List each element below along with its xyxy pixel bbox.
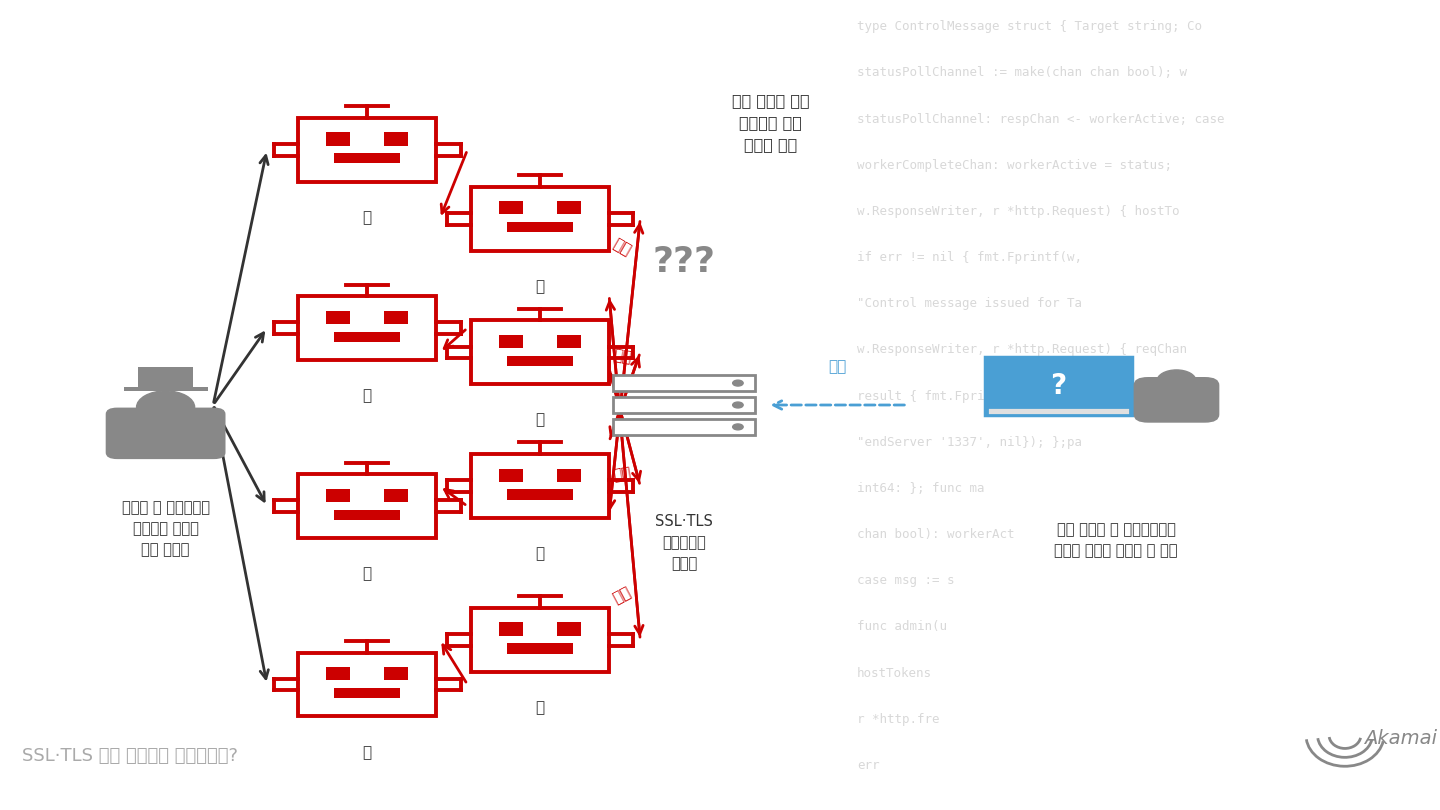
Circle shape [1156,370,1197,392]
FancyBboxPatch shape [557,622,580,636]
Text: err: err [857,759,880,772]
FancyBboxPatch shape [334,331,400,342]
FancyBboxPatch shape [298,296,436,360]
FancyBboxPatch shape [613,397,755,413]
Text: SSL·TLS
핸드세이크
레이어: SSL·TLS 핸드세이크 레이어 [655,514,713,571]
FancyBboxPatch shape [500,335,523,348]
FancyBboxPatch shape [334,153,400,164]
FancyBboxPatch shape [105,407,226,459]
FancyBboxPatch shape [384,310,408,324]
FancyBboxPatch shape [613,375,755,391]
Text: int64: }; func ma: int64: }; func ma [857,482,985,495]
Text: "Control message issued for Ta: "Control message issued for Ta [857,297,1081,310]
Text: 봇: 봇 [536,700,544,715]
FancyBboxPatch shape [138,368,193,387]
Text: 봇: 봇 [363,210,372,225]
Text: 정상 사용자 및 클라이언트가
압도된 서버와 통신할 수 없음: 정상 사용자 및 클라이언트가 압도된 서버와 통신할 수 없음 [1054,522,1178,558]
FancyBboxPatch shape [507,356,573,366]
FancyBboxPatch shape [988,407,1130,415]
Text: w.ResponseWriter, r *http.Request) { reqChan: w.ResponseWriter, r *http.Request) { req… [857,343,1187,356]
Text: 요청: 요청 [612,465,632,483]
FancyBboxPatch shape [334,688,400,698]
Text: 요청: 요청 [611,585,634,606]
FancyBboxPatch shape [471,187,609,250]
Circle shape [733,380,743,386]
Text: case msg := s: case msg := s [857,574,955,587]
FancyBboxPatch shape [507,222,573,232]
Text: 봇: 봇 [363,744,372,760]
Text: func admin(u: func admin(u [857,620,948,633]
Text: 봇: 봇 [363,566,372,582]
Circle shape [733,402,743,408]
Text: statusPollChannel := make(chan chan bool); w: statusPollChannel := make(chan chan bool… [857,66,1187,79]
Circle shape [733,424,743,430]
Text: r *http.fre: r *http.fre [857,713,939,726]
FancyBboxPatch shape [1133,377,1220,423]
FancyBboxPatch shape [471,608,609,671]
Text: 봇이 엄청난 양의
트래픽을 표적
서버로 전송: 봇이 엄청난 양의 트래픽을 표적 서버로 전송 [732,93,809,152]
FancyBboxPatch shape [327,310,350,324]
FancyBboxPatch shape [124,387,207,391]
Text: result { fmt.Fprintf(w, "ACTIVE": result { fmt.Fprintf(w, "ACTIVE" [857,390,1097,403]
Text: workerCompleteChan: workerActive = status;: workerCompleteChan: workerActive = statu… [857,159,1172,172]
Text: chan bool): workerAct: chan bool): workerAct [857,528,1014,541]
FancyBboxPatch shape [507,489,573,500]
FancyBboxPatch shape [327,667,350,680]
FancyBboxPatch shape [557,201,580,215]
FancyBboxPatch shape [298,653,436,716]
Text: 요청: 요청 [828,359,847,374]
FancyBboxPatch shape [500,468,523,482]
FancyBboxPatch shape [334,509,400,520]
Text: hostTokens: hostTokens [857,667,932,680]
Text: type ControlMessage struct { Target string; Co: type ControlMessage struct { Target stri… [857,20,1202,33]
Text: 방대한 봇 네트워크를
제어하는 공격자
또는 서비스: 방대한 봇 네트워크를 제어하는 공격자 또는 서비스 [121,501,210,557]
Text: Akamai: Akamai [1364,729,1437,748]
Text: statusPollChannel: respChan <- workerActive; case: statusPollChannel: respChan <- workerAct… [857,113,1224,126]
Text: w.ResponseWriter, r *http.Request) { hostTo: w.ResponseWriter, r *http.Request) { hos… [857,205,1179,218]
FancyBboxPatch shape [500,201,523,215]
Text: "endServer '1337', nil}); };pa: "endServer '1337', nil}); };pa [857,436,1081,449]
Text: 요청: 요청 [612,347,632,365]
FancyBboxPatch shape [507,643,573,654]
FancyBboxPatch shape [471,321,609,384]
FancyBboxPatch shape [327,488,350,502]
FancyBboxPatch shape [557,468,580,482]
FancyBboxPatch shape [298,475,436,538]
Text: 봇: 봇 [536,412,544,428]
Text: if err != nil { fmt.Fprintf(w,: if err != nil { fmt.Fprintf(w, [857,251,1081,264]
Text: 봇: 봇 [536,546,544,561]
FancyBboxPatch shape [500,622,523,636]
FancyBboxPatch shape [384,667,408,680]
FancyBboxPatch shape [557,335,580,348]
Text: ?: ? [1050,373,1067,400]
FancyBboxPatch shape [384,488,408,502]
FancyBboxPatch shape [985,356,1132,416]
FancyBboxPatch shape [327,132,350,146]
FancyBboxPatch shape [384,132,408,146]
FancyBboxPatch shape [613,419,755,435]
FancyBboxPatch shape [471,454,609,518]
Text: SSL·TLS 고갈 공격이란 무엇일까요?: SSL·TLS 고갈 공격이란 무엇일까요? [22,748,238,765]
Text: 봇: 봇 [536,279,544,294]
Text: 봇: 봇 [363,388,372,403]
Text: 요청: 요청 [611,236,634,258]
Circle shape [137,391,194,424]
Text: ???: ??? [652,245,716,279]
FancyBboxPatch shape [298,118,436,181]
